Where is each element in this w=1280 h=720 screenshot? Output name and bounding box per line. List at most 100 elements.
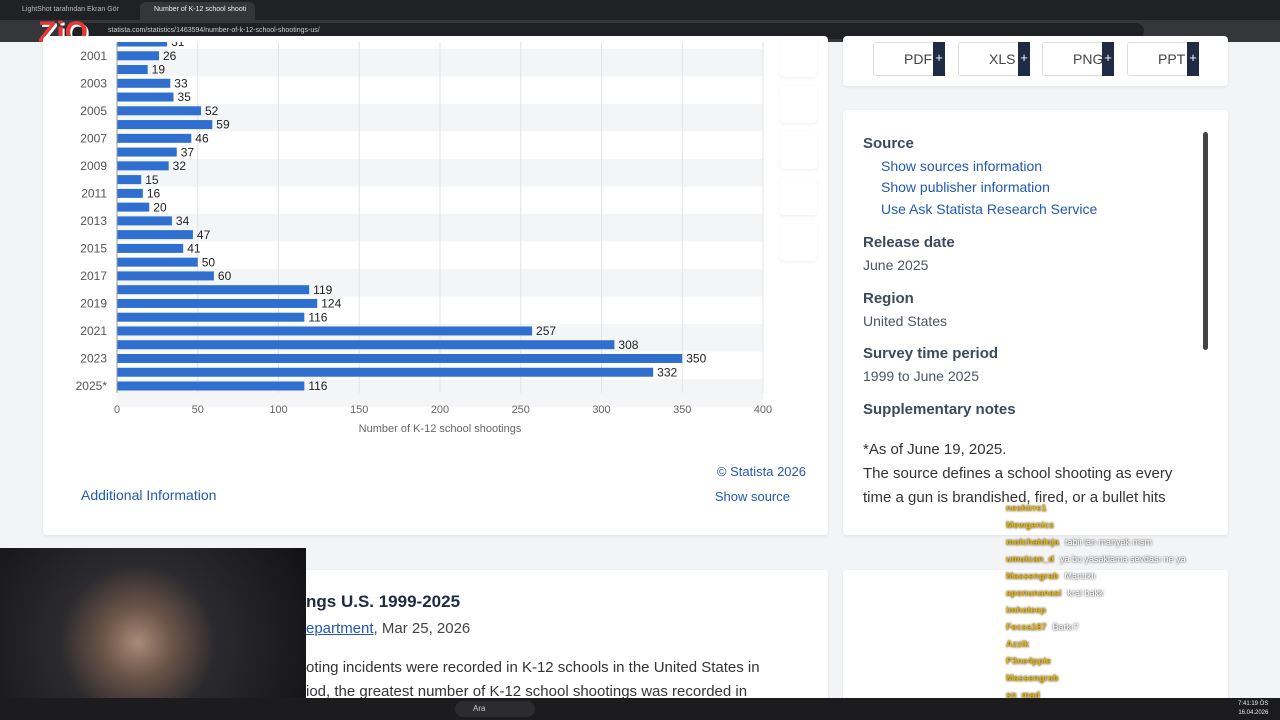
link[interactable]: Show publisher information xyxy=(881,179,1050,195)
x-tick-label: 0 xyxy=(114,404,120,416)
chat-user: Massengrab xyxy=(1006,673,1059,683)
heading: Survey time period xyxy=(863,345,999,362)
button[interactable] xyxy=(780,178,817,215)
download-button[interactable]: PDF + xyxy=(873,42,945,76)
chat-user: sn_mad xyxy=(1006,690,1041,700)
y-tick-label: 2007 xyxy=(80,131,107,145)
value-label: 59 xyxy=(216,118,230,132)
bar xyxy=(117,381,305,391)
url[interactable]: statista.com/statistics/1463594/number-o… xyxy=(64,23,1144,39)
chat-message: Azzik xyxy=(1006,636,1276,653)
value-label: 350 xyxy=(686,352,706,366)
additional-info[interactable]: Additional Information xyxy=(81,487,216,505)
y-tick-label: 2005 xyxy=(80,104,107,118)
chat-message: Massengrab Mantıklı xyxy=(1006,568,1276,585)
value-label: 119 xyxy=(313,283,332,297)
heading: Region xyxy=(863,290,914,307)
chat-text: kral bakk xyxy=(1067,588,1104,598)
link[interactable]: Show sources information xyxy=(881,158,1043,174)
value-label: 47 xyxy=(197,228,211,242)
line: oting incidents were recorded in K-12 sc… xyxy=(306,659,760,676)
clock: 7:41:19 ÖS 16.04.2026 xyxy=(1238,700,1268,718)
value-label: 41 xyxy=(187,242,201,256)
value-label: 31 xyxy=(171,42,185,49)
note: *As of June 19, 2025. xyxy=(863,441,1007,458)
source-card: Source Show sources information Show pub… xyxy=(843,110,1228,535)
chat-message: P3ne4pple xyxy=(1006,653,1276,670)
bar xyxy=(117,65,148,75)
x-tick-label: 250 xyxy=(512,404,530,416)
article-title: ngs U.S. 1999-2025 xyxy=(306,592,461,611)
button[interactable] xyxy=(780,40,817,77)
label: PPT xyxy=(1158,51,1186,67)
x-axis-label: Number of K-12 school shootings xyxy=(359,423,522,435)
search[interactable]: Ara xyxy=(455,701,535,717)
chat-message: molchatdoja tabii lan manyak msm xyxy=(1006,534,1276,551)
value-label: 50 xyxy=(202,255,216,269)
value-label: 26 xyxy=(163,49,177,63)
link[interactable]: Use Ask Statista Research Service xyxy=(881,201,1098,217)
tool-buttons xyxy=(780,40,817,261)
y-tick-label: 2009 xyxy=(80,159,107,173)
x-tick-label: 100 xyxy=(269,404,287,416)
copyright[interactable]: © Statista 2026 xyxy=(716,464,806,479)
bar xyxy=(117,243,184,253)
label: PDF xyxy=(904,51,932,67)
y-tick-label: 2013 xyxy=(80,214,107,228)
button[interactable] xyxy=(780,86,817,123)
bar xyxy=(117,51,159,61)
show-source[interactable]: Show source xyxy=(714,489,790,504)
label: PNG xyxy=(1073,51,1104,67)
y-tick-label: 2019 xyxy=(80,297,107,311)
bar xyxy=(117,202,150,212)
value-label: 257 xyxy=(536,324,556,338)
heading: Source xyxy=(863,135,914,152)
value-label: 19 xyxy=(152,63,166,77)
x-tick-label: 200 xyxy=(431,404,449,416)
scrollbar[interactable] xyxy=(1203,132,1208,350)
tab[interactable]: LightShot tarafından Ekran Gör xyxy=(22,6,119,13)
bar xyxy=(117,285,310,295)
y-tick-label: 2021 xyxy=(80,324,107,338)
value-label: 32 xyxy=(173,159,187,173)
button[interactable] xyxy=(780,132,817,169)
download-card: PDF + XLS + PNG + PPT + xyxy=(843,36,1228,86)
chat-text: tabii lan manyak msm xyxy=(1065,537,1153,547)
text: 1999 to June 2025 xyxy=(863,368,979,384)
chat-text: Mantıklı xyxy=(1064,571,1097,581)
value-label: 35 xyxy=(178,90,192,104)
download-button[interactable]: PNG + xyxy=(1042,42,1114,76)
value-label: 52 xyxy=(205,104,219,118)
bar xyxy=(117,106,201,116)
chat-message: Mewgenics xyxy=(1006,517,1276,534)
chat-message: aponunanasi kral bakk xyxy=(1006,585,1276,602)
bar xyxy=(117,147,177,157)
tab[interactable]: Number of K-12 school shooti xyxy=(140,2,255,20)
heading: Release date xyxy=(863,234,955,251)
note: The source defines a school shooting as … xyxy=(863,465,1173,482)
link[interactable]: Additional Information xyxy=(81,487,217,503)
bar xyxy=(117,340,615,350)
x-tick-label: 400 xyxy=(754,404,772,416)
heading: Supplementary notes xyxy=(863,401,1016,418)
y-tick-label: 2025* xyxy=(76,379,108,393)
download-button[interactable]: XLS + xyxy=(958,42,1030,76)
bar xyxy=(117,42,168,47)
button[interactable] xyxy=(780,224,817,261)
side-card xyxy=(843,570,1228,720)
value-label: 46 xyxy=(195,131,209,145)
chat-message: Fecsa187 Barkı? xyxy=(1006,619,1276,636)
chat-user: imhoteep xyxy=(1006,605,1047,615)
label: XLS xyxy=(989,51,1016,67)
time: 7:41:19 ÖS xyxy=(1238,701,1269,707)
chat-text: Barkı? xyxy=(1052,622,1079,632)
chat-text: ya bu yasaklama sevdası ne ya xyxy=(1060,554,1186,564)
bar xyxy=(117,161,169,171)
download-button[interactable]: PPT + xyxy=(1127,42,1199,76)
text: June 2025 xyxy=(863,257,929,273)
note: time a gun is brandished, fired, or a bu… xyxy=(863,489,1166,506)
x-tick-label: 150 xyxy=(350,404,368,416)
chat-user: umutcan_d xyxy=(1006,554,1055,564)
link[interactable]: epartment xyxy=(306,620,374,637)
